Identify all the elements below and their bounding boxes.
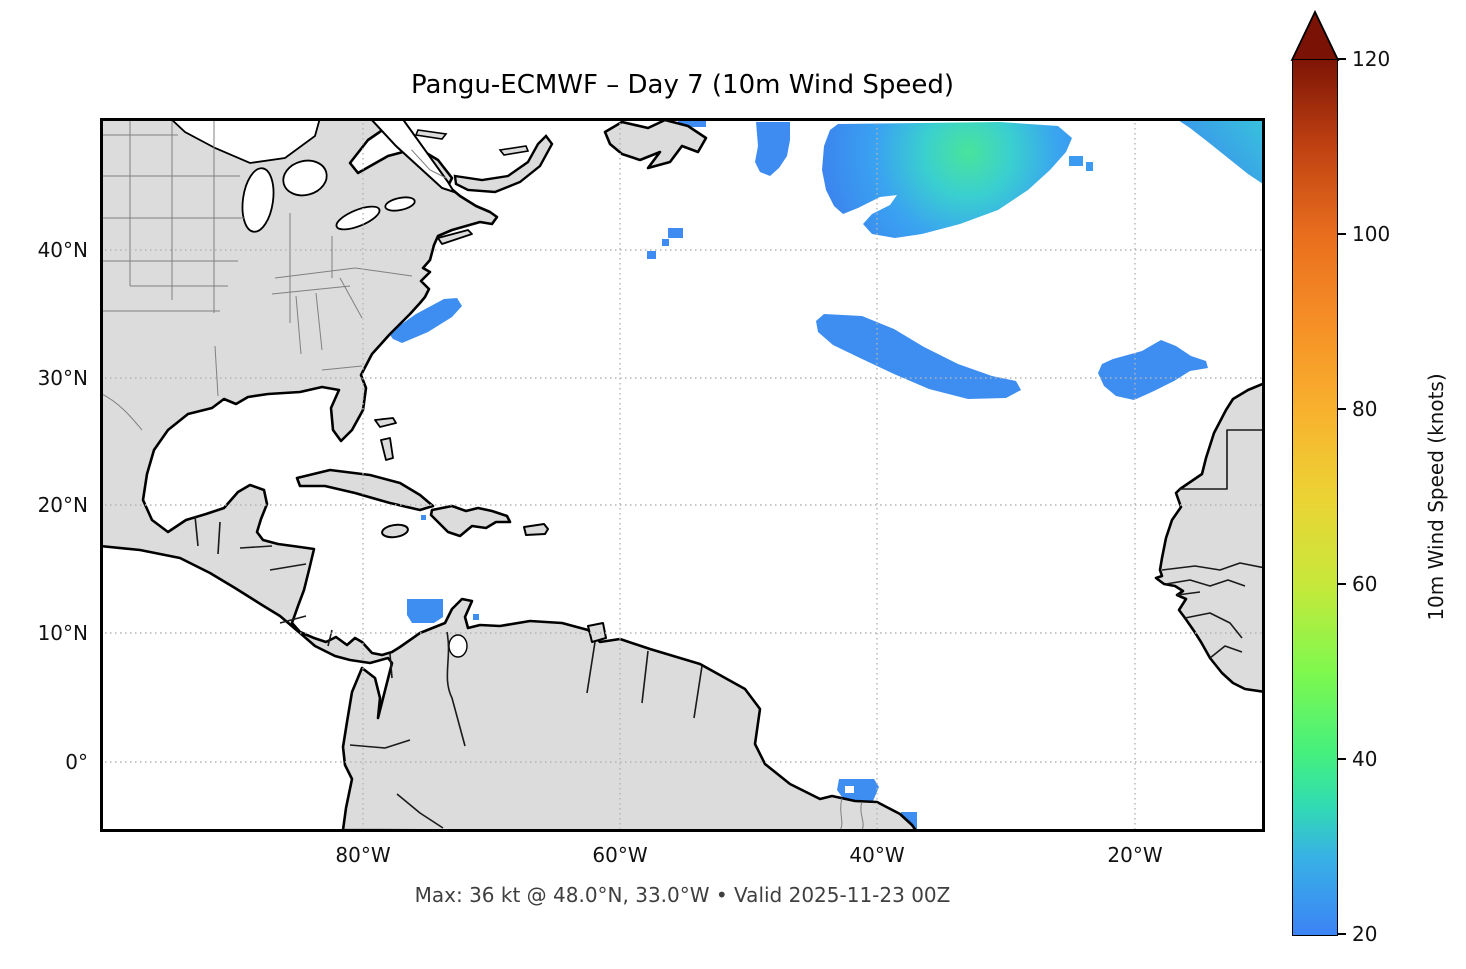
- lon-tick-40w: 40°W: [849, 843, 905, 867]
- colorbar-extend-arrow: [1290, 9, 1340, 61]
- wind-region-north-brazil: [837, 779, 879, 801]
- great-lakes: [167, 117, 468, 658]
- island-long-island: [437, 229, 473, 245]
- wind-speed-field: [390, 119, 1263, 830]
- map-plot: [98, 116, 1267, 834]
- lake-huron: [282, 159, 328, 197]
- peninsula-nova-scotia: [453, 134, 554, 194]
- colorbar-tick-label-80: 80: [1352, 397, 1378, 421]
- wind-region-north-atlantic-max: [822, 122, 1072, 238]
- wind-pixel: [678, 119, 706, 127]
- lake-michigan: [241, 167, 275, 233]
- wind-region-central-atlantic-band: [816, 314, 1021, 399]
- lat-tick-40n: 40°N: [37, 238, 88, 262]
- colorbar-tick-label-20: 20: [1352, 922, 1378, 946]
- wind-pixel: [647, 251, 656, 259]
- island-newfoundland: [603, 118, 708, 170]
- lat-tick-0: 0°: [65, 750, 88, 774]
- colorbar-tick-20: [1338, 933, 1346, 935]
- wind-pixel: [662, 239, 669, 246]
- lake-ontario: [384, 196, 416, 212]
- wind-region-newfoundland-streak: [755, 122, 790, 176]
- lake-erie: [335, 205, 381, 231]
- colorbar-tick-40: [1338, 758, 1346, 760]
- island-puerto-rico: [523, 523, 549, 536]
- land-layer: [98, 116, 1267, 834]
- lat-tick-10n: 10°N: [37, 621, 88, 645]
- colorbar-tick-80: [1338, 408, 1346, 410]
- caption-max-valid: Max: 36 kt @ 48.0°N, 33.0°W • Valid 2025…: [414, 883, 951, 907]
- wind-pixel: [421, 515, 426, 520]
- wind-region-guajira: [407, 599, 443, 623]
- wind-pixel: [1086, 162, 1093, 171]
- colorbar-tick-label-120: 120: [1352, 47, 1391, 71]
- country-borders: [194, 429, 1266, 829]
- map-frame: [100, 118, 1265, 832]
- continent-americas: [98, 116, 919, 834]
- colorbar-tick-label-40: 40: [1352, 747, 1378, 771]
- wind-region-near-madeira: [1098, 340, 1208, 400]
- island-pei: [498, 145, 530, 156]
- wind-pixel: [1069, 156, 1083, 166]
- lon-tick-60w: 60°W: [592, 843, 648, 867]
- colorbar-tick-60: [1338, 583, 1346, 585]
- island-hispaniola: [429, 504, 512, 538]
- figure-title: Pangu-ECMWF – Day 7 (10m Wind Speed): [411, 70, 954, 100]
- lon-tick-20w: 20°W: [1107, 843, 1163, 867]
- map-canvas: [98, 116, 1267, 834]
- islands-bahamas: [374, 417, 397, 428]
- colorbar-tick-label-100: 100: [1352, 222, 1391, 246]
- graticule: [100, 118, 1265, 832]
- lat-tick-30n: 30°N: [37, 366, 88, 390]
- wind-pixel: [668, 228, 683, 238]
- lon-tick-80w: 80°W: [335, 843, 391, 867]
- lat-tick-20n: 20°N: [37, 493, 88, 517]
- colorbar-tick-120: [1338, 58, 1346, 60]
- island-anticosti: [414, 129, 448, 140]
- state-borders: [100, 118, 864, 831]
- colorbar-axis-label: 10m Wind Speed (knots): [1424, 373, 1448, 621]
- wind-hole: [845, 786, 854, 793]
- wind-region-northeast-corner: [1178, 120, 1263, 184]
- wind-pixel: [473, 614, 479, 620]
- colorbar: [1292, 59, 1338, 936]
- island-jamaica: [381, 523, 409, 539]
- lake-maracaibo: [448, 634, 468, 658]
- colorbar-tick-100: [1338, 233, 1346, 235]
- wind-region-cape-hatteras: [390, 298, 462, 343]
- colorbar-tick-label-60: 60: [1352, 572, 1378, 596]
- island-trinidad: [587, 622, 607, 643]
- islands-bahamas-2: [380, 437, 394, 461]
